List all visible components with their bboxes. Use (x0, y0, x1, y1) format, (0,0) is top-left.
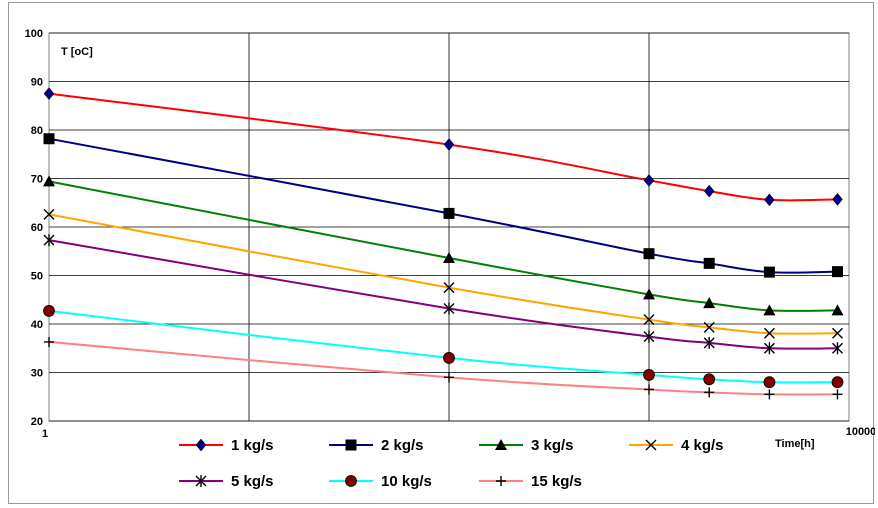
legend-label: 3 kg/s (531, 437, 574, 454)
y-tick-label: 90 (31, 77, 43, 89)
legend-label: 2 kg/s (381, 437, 424, 454)
series-2-kg-s (43, 133, 844, 278)
legend-item: 3 kg/s (479, 437, 574, 454)
data-point (703, 257, 715, 269)
data-point (43, 234, 55, 247)
x-tick-label: 1 (42, 428, 48, 440)
legend-marker (195, 438, 207, 452)
legend-item: 2 kg/s (329, 437, 424, 454)
data-point (703, 373, 716, 386)
legend-marker (195, 475, 207, 487)
data-point (764, 193, 775, 207)
legend-marker (645, 439, 657, 451)
data-point (643, 288, 655, 300)
data-point (832, 342, 843, 355)
series-1-kg-s (43, 87, 843, 207)
y-tick-label: 70 (31, 174, 43, 186)
legend-marker (345, 475, 357, 487)
y-tick-label: 50 (31, 271, 43, 283)
data-point (443, 302, 455, 315)
data-point (43, 208, 55, 220)
data-point (643, 248, 655, 260)
legend: 1 kg/s 2 kg/s 3 kg/s 4 kg/s 5 kg/s 10 kg/s 15 … (179, 437, 724, 490)
axes: 20 30 40 50 60 70 80 90 100 1 10000 T [oC] Time[h] (25, 28, 875, 450)
data-point (643, 369, 655, 381)
y-tick-label: 30 (31, 368, 43, 380)
data-point (444, 372, 454, 383)
legend-item: 15 kg/s (479, 473, 582, 490)
legend-label: 10 kg/s (381, 473, 432, 490)
data-point (44, 336, 54, 347)
data-point (763, 266, 775, 278)
data-point (763, 342, 775, 355)
data-point (832, 192, 843, 206)
data-point (643, 330, 655, 343)
series-15-kg-s (44, 336, 843, 400)
y-tick-label: 100 (25, 28, 43, 40)
x-axis-label: Time[h] (775, 438, 815, 450)
legend-label: 15 kg/s (531, 473, 582, 490)
data-point (763, 376, 776, 389)
data-point (831, 304, 844, 316)
legend-marker (496, 476, 506, 486)
data-point (643, 174, 655, 187)
data-point (443, 252, 455, 264)
series-5-kg-s (43, 234, 843, 355)
data-point (43, 305, 55, 317)
legend-label: 4 kg/s (681, 437, 724, 454)
legend-marker (495, 439, 507, 450)
y-tick-label: 20 (31, 416, 43, 428)
legend-item: 1 kg/s (179, 437, 274, 454)
x-tick-label: 10000 (846, 426, 875, 438)
data-point (644, 384, 654, 395)
chart-frame: 20 30 40 50 60 70 80 90 100 1 10000 T [oC] Time[h] 1… (8, 2, 875, 504)
data-point (443, 207, 455, 219)
y-tick-label: 80 (31, 125, 43, 137)
y-tick-label: 40 (31, 319, 43, 331)
legend-item: 4 kg/s (629, 437, 724, 454)
data-point (443, 138, 455, 151)
data-point (643, 314, 655, 326)
legend-item: 10 kg/s (329, 473, 432, 490)
series-4-kg-s (43, 208, 843, 339)
y-axis-label: T [oC] (61, 46, 93, 58)
data-point (443, 352, 455, 364)
data-point (43, 87, 55, 101)
y-tick-label: 60 (31, 222, 43, 234)
data-point (832, 327, 843, 339)
data-point (703, 297, 716, 309)
data-point (43, 133, 55, 145)
data-point (704, 387, 715, 398)
data-point (703, 336, 715, 349)
legend-marker (345, 439, 357, 451)
data-point (703, 184, 715, 198)
data-point (832, 389, 843, 400)
data-point (443, 282, 455, 294)
series-3-kg-s (43, 175, 844, 316)
data-point (703, 321, 715, 333)
data-point (764, 389, 775, 400)
legend-label: 1 kg/s (231, 437, 274, 454)
data-point (763, 327, 775, 339)
legend-label: 5 kg/s (231, 473, 274, 490)
series-10-kg-s (43, 305, 844, 389)
line-chart: 20 30 40 50 60 70 80 90 100 1 10000 T [oC] Time[h] 1… (25, 28, 875, 490)
data-point (831, 376, 844, 389)
data-point (43, 175, 55, 187)
data-point (763, 304, 776, 316)
series-layer (43, 87, 844, 400)
data-point (832, 266, 844, 278)
legend-item: 5 kg/s (179, 473, 274, 490)
